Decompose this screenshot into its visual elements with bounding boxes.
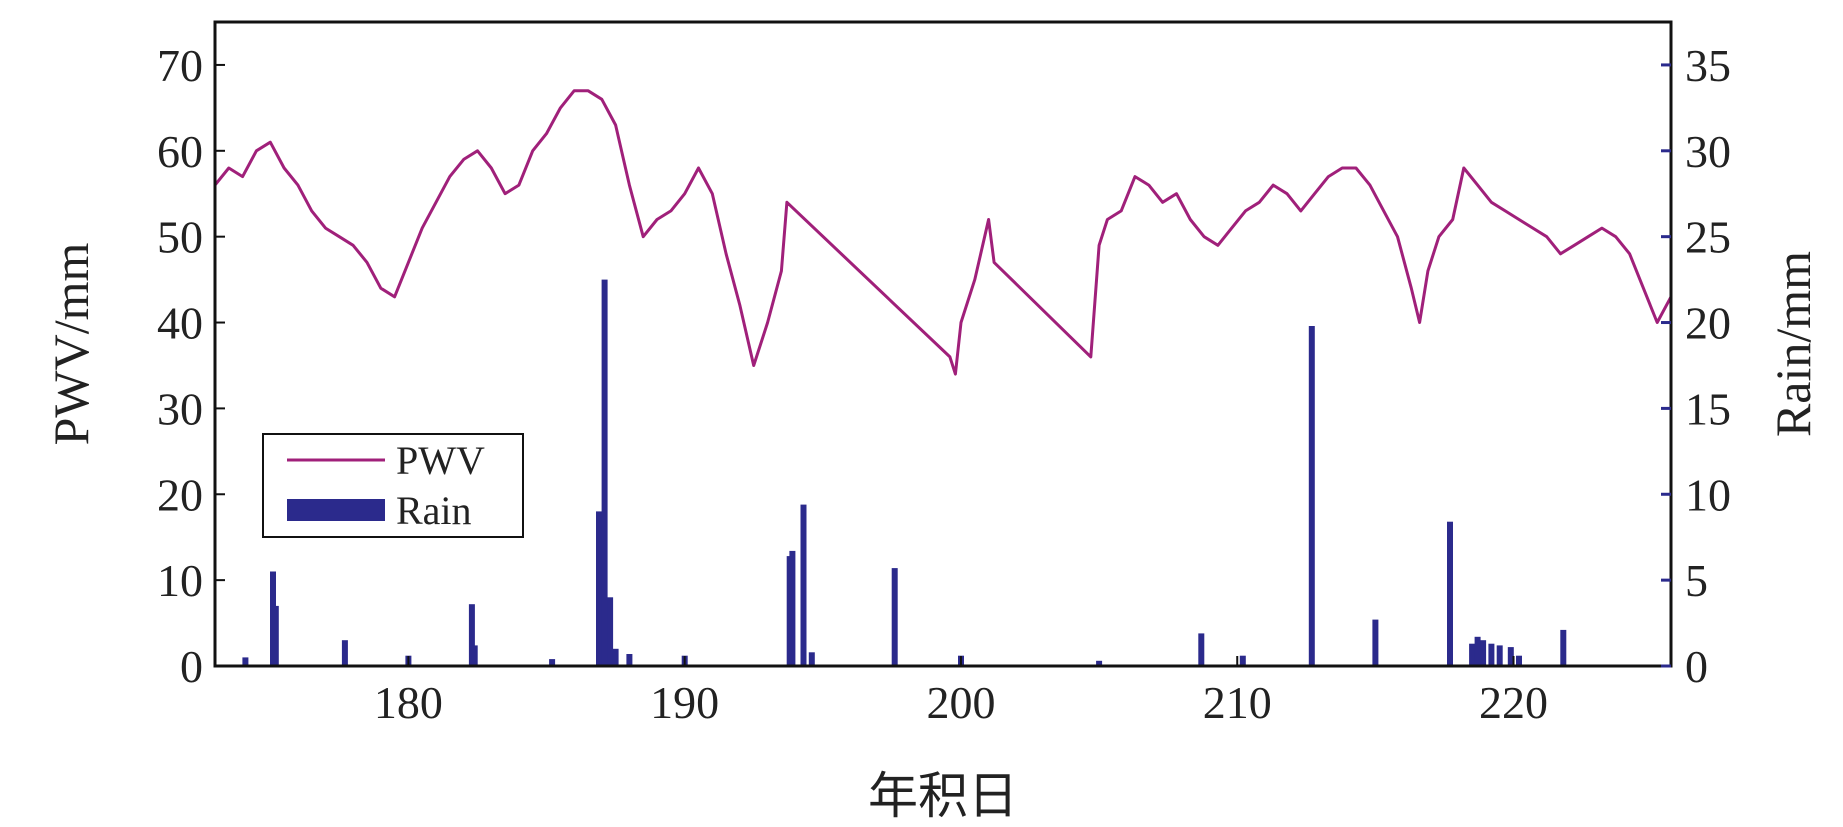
rain-bar	[891, 568, 898, 666]
y-right-tick-label: 15	[1685, 383, 1731, 434]
x-tick-label: 210	[1203, 677, 1272, 728]
plot-frame	[213, 20, 1673, 668]
rain-bar	[1447, 521, 1453, 666]
rain-bar	[800, 504, 807, 666]
y-right-tick-label: 20	[1685, 298, 1731, 349]
rain-bar	[1560, 629, 1567, 666]
rain-bar	[468, 604, 475, 666]
rain-bar	[549, 659, 556, 666]
y-right-tick-label: 25	[1685, 212, 1731, 263]
y-right-tick-label: 5	[1685, 555, 1708, 606]
y-left-tick-label: 30	[157, 383, 203, 434]
rain-bar	[601, 279, 608, 666]
y-right-tick-label: 10	[1685, 469, 1731, 520]
rain-bar	[1516, 655, 1522, 666]
y-left-tick-label: 50	[157, 212, 203, 263]
rain-bar	[471, 645, 478, 666]
legend-rain-swatch	[287, 499, 385, 521]
y-right-tick-label: 30	[1685, 126, 1731, 177]
y-left-tick-label: 10	[157, 555, 203, 606]
x-tick-label: 220	[1479, 677, 1548, 728]
x-tick-label: 200	[926, 677, 995, 728]
rain-bar	[1496, 645, 1503, 666]
y-right-tick-label: 0	[1685, 641, 1708, 692]
y-right-tick-label: 35	[1685, 40, 1731, 91]
y-left-tick-label: 20	[157, 469, 203, 520]
rain-bar	[1096, 660, 1103, 666]
rain-bar	[242, 657, 249, 666]
rain-bar	[1474, 636, 1481, 666]
rain-bar	[1372, 619, 1379, 666]
x-axis-title: 年积日	[868, 768, 1018, 824]
rain-bar	[626, 654, 633, 666]
y-left-tick-label: 0	[180, 641, 203, 692]
pwv-line-layer	[213, 89, 1673, 376]
rain-bar	[1198, 633, 1205, 666]
y-left-axis-title: PWV/mm	[43, 243, 99, 446]
rain-bar	[596, 511, 602, 666]
x-tick-label: 180	[374, 677, 443, 728]
rain-bar	[1488, 643, 1495, 666]
y-right-axis-title: Rain/mm	[1765, 251, 1821, 437]
x-tick-label: 190	[650, 677, 719, 728]
rain-bar	[607, 597, 614, 666]
axis-ticks: 180 190 200 210 220 0 10 20 30 40 50 60 70 0 5 10 15 20 25…	[157, 40, 1731, 728]
legend-pwv-label: PWV	[396, 438, 485, 483]
rain-bar	[1480, 640, 1487, 666]
rain-bar	[789, 550, 796, 666]
y-left-tick-label: 70	[157, 40, 203, 91]
rain-bar	[341, 640, 348, 666]
legend: PWV Rain	[262, 433, 524, 538]
rain-bar	[808, 652, 815, 666]
rain-bar	[612, 648, 619, 666]
y-left-tick-label: 40	[157, 298, 203, 349]
rain-bar	[1239, 655, 1246, 666]
legend-rain-label: Rain	[396, 488, 472, 533]
y-left-tick-label: 60	[157, 126, 203, 177]
rain-bar	[1308, 326, 1315, 666]
rain-bar	[272, 605, 279, 666]
rain-bar	[1507, 647, 1514, 666]
rain-bar	[1469, 643, 1476, 666]
pwv-line	[213, 89, 1673, 376]
rain-bars	[242, 279, 1567, 666]
